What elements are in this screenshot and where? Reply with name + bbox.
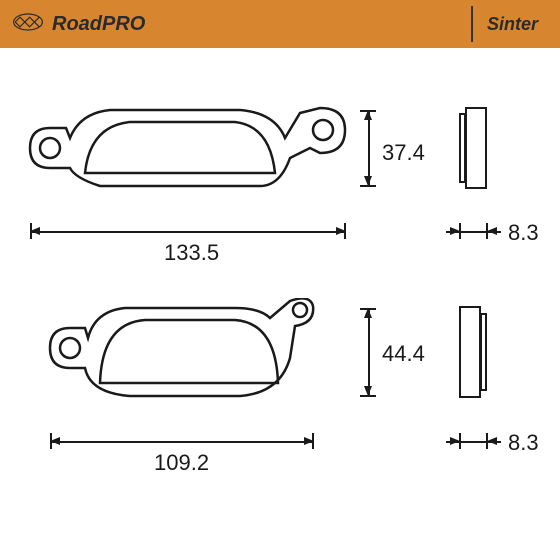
dim-bot-thick: 8.3	[508, 430, 539, 456]
header-bar: RoadPRO Sinter	[0, 0, 560, 48]
brake-pad-top-side	[465, 107, 487, 189]
dim-top-width: 133.5	[160, 240, 223, 266]
variant-label: Sinter	[477, 14, 548, 35]
brake-pad-top-side-plate	[459, 113, 466, 183]
brand-logo-icon	[12, 12, 44, 37]
header-separator	[471, 6, 473, 42]
brake-pad-top-front	[20, 98, 350, 198]
product-name: RoadPRO	[52, 13, 145, 36]
brake-pad-bottom-front	[40, 298, 320, 408]
brake-pad-bottom-side	[459, 306, 481, 398]
technical-diagram: 37.4 133.5 8.3 44.4 109.2 8	[0, 48, 560, 560]
dim-top-height: 37.4	[382, 140, 425, 166]
brake-pad-bottom-side-plate	[480, 313, 487, 391]
logo-area: RoadPRO	[12, 12, 145, 37]
dim-bot-width: 109.2	[150, 450, 213, 476]
dim-bot-height: 44.4	[382, 341, 425, 367]
dim-top-thick: 8.3	[508, 220, 539, 246]
